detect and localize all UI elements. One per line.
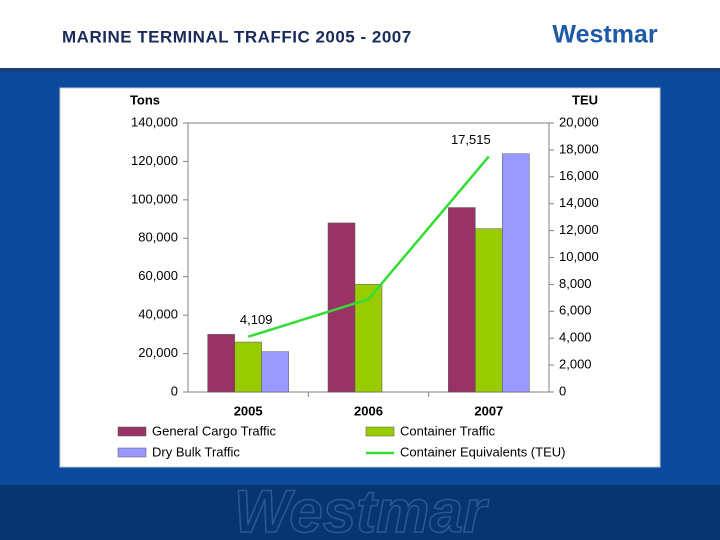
- legend-label: Container Traffic: [400, 423, 496, 438]
- y2-tick-label: 2,000: [559, 357, 592, 372]
- y2-tick-label: 10,000: [559, 249, 599, 264]
- y-tick-label: 140,000: [131, 114, 178, 129]
- y2-tick-label: 12,000: [559, 222, 599, 237]
- slide-title: MARINE TERMINAL TRAFFIC 2005 - 2007: [62, 27, 412, 46]
- y2-tick-label: 14,000: [559, 195, 599, 210]
- y2-tick-label: 0: [559, 383, 566, 398]
- legend-label: Dry Bulk Traffic: [152, 444, 240, 459]
- y-tick-label: 100,000: [131, 191, 178, 206]
- y-tick-label: 120,000: [131, 153, 178, 168]
- bar: [207, 334, 235, 393]
- line: [247, 155, 490, 338]
- bar: [475, 228, 503, 393]
- y-tick-label: 60,000: [138, 268, 178, 283]
- y-tick-label: 40,000: [138, 307, 178, 322]
- y2-axis-label: TEU: [572, 92, 598, 107]
- bar: [234, 341, 262, 393]
- y2-tick-label: 6,000: [559, 303, 592, 318]
- watermark: Westmar: [234, 478, 490, 540]
- header-rule: [0, 68, 720, 72]
- y2-tick-label: 16,000: [559, 168, 599, 183]
- bar: [502, 153, 530, 393]
- bar: [261, 351, 289, 393]
- y-axis-label: Tons: [130, 92, 160, 107]
- x-tick-label: 2006: [354, 403, 383, 418]
- legend-swatch: [117, 426, 147, 437]
- data-label: 4,109: [240, 312, 273, 327]
- y-tick-label: 80,000: [138, 230, 178, 245]
- y-tick-label: 20,000: [138, 345, 178, 360]
- bar: [448, 207, 476, 393]
- header-band: [0, 0, 720, 70]
- y2-tick-label: 8,000: [559, 276, 592, 291]
- y2-tick-label: 4,000: [559, 330, 592, 345]
- legend-swatch: [117, 447, 147, 458]
- bar: [354, 284, 383, 393]
- legend-label: Container Equivalents (TEU): [400, 444, 565, 459]
- legend-swatch: [365, 426, 395, 437]
- y-tick-label: 0: [171, 383, 178, 398]
- footer-band: [0, 485, 720, 540]
- logo: Westmar: [552, 21, 657, 49]
- x-tick-label: 2007: [474, 403, 503, 418]
- data-label: 17,515: [451, 132, 491, 147]
- x-tick-label: 2005: [234, 403, 263, 418]
- legend-label: General Cargo Traffic: [152, 423, 277, 438]
- y2-tick-label: 18,000: [559, 141, 599, 156]
- y2-tick-label: 20,000: [559, 114, 599, 129]
